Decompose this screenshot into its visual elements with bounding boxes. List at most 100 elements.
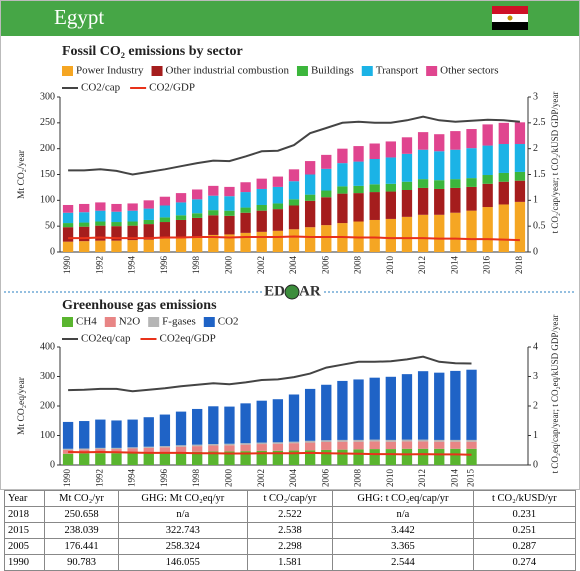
x-tick-label: 1998 [191,469,201,488]
flag-black [492,22,528,30]
bar-segment [256,400,267,443]
chart-title: Greenhouse gas emissions [62,298,217,313]
cell: 1990 [4,554,45,571]
table-row: 2015 238.039 322.743 2.538 3.442 0.251 [4,522,577,539]
bar-segment [450,131,461,150]
bar-segment [304,227,316,252]
bar-segment [192,189,203,200]
bar-segment [417,439,429,442]
bar-segment [482,207,493,252]
bar-segment [514,144,526,172]
cell: 2.522 [246,506,334,523]
bar-segment [111,211,122,223]
cell: 2018 [4,506,45,523]
bar-segment [434,441,445,449]
bar-segment [240,192,251,208]
bar-segment [95,210,106,222]
bar-segment [401,181,413,190]
bar-segment [256,210,267,232]
bar-segment [385,183,396,192]
bar-segment [417,448,429,465]
bar-segment [127,447,138,449]
bar-segment [175,193,187,203]
summary-table: Year Mt CO₂/yr GHG: Mt CO₂eq/yr t CO₂/cap/y… [4,490,577,571]
bar-segment [353,441,364,450]
bar-segment [466,186,477,211]
bar-segment [159,217,171,223]
cell: 0.231 [472,506,577,523]
bar-segment [369,449,380,465]
bar-segment [401,374,413,440]
bar-segment [434,134,445,152]
bar-segment [175,202,187,216]
bar-segment [208,444,219,446]
bar-segment [192,451,203,465]
table-header-row: Year Mt CO₂/yr GHG: Mt CO₂eq/yr t CO₂/cap/y… [4,490,577,507]
legend-label: CO2/GDP [149,82,195,94]
y2-tick-label: 2 [533,400,538,411]
bar-segment [369,184,380,193]
bar-segment [417,149,429,180]
charts: Egypt ED AR Fossil CO₂ emissions by sect… [0,0,580,490]
bar-segment [401,448,413,465]
legend-swatch [104,317,116,327]
bar-segment [498,204,509,252]
bar-segment [321,168,332,191]
bar-segment [111,420,122,448]
bar-segment [514,122,526,145]
bar-segment [208,406,219,445]
bar-segment [304,440,316,443]
bar-segment [417,179,429,188]
bar-segment [95,447,106,450]
cell: 0.251 [472,522,577,539]
cell: 3.365 [332,538,474,555]
bar-segment [321,197,332,226]
bar-segment [304,200,316,228]
bar-segment [240,451,251,465]
y2-tick-label: 1.5 [533,169,546,180]
bar-segment [337,186,348,194]
bar-segment [62,448,74,450]
bar-segment [337,193,348,224]
bar-segment [353,161,364,186]
bar-segment [288,205,300,230]
bar-segment [450,187,461,213]
bar-segment [369,159,380,185]
bar-segment [143,452,154,465]
bar-segment [304,388,316,441]
bar-segment [79,448,90,450]
bar-segment [127,203,138,211]
cell: 2015 [4,522,45,539]
bar-segment [369,192,380,220]
bar-segment [159,196,171,206]
header-cell: t CO₂/kUSD/yr [472,490,577,507]
bar-segment [224,445,235,452]
bar-segment [369,377,380,440]
bar-segment [466,439,477,442]
bar-segment [498,172,509,182]
bar-segment [401,441,413,449]
y-axis-title: Mt CO₂eq/year [17,376,27,435]
x-tick-label: 2006 [320,469,330,488]
bar-segment [385,441,396,450]
x-tick-label: 2015 [466,469,476,488]
legend-label: CO2 [218,316,239,328]
bar-segment [450,370,461,440]
bar-segment [337,449,348,465]
y2-tick-label: 3 [533,91,538,102]
bar-segment [417,132,429,150]
bar-segment [143,219,154,225]
bar-segment [321,440,332,442]
bar-segment [192,217,203,237]
bar-segment [175,445,187,447]
x-tick-label: 2014 [449,256,459,275]
bar-segment [62,421,74,449]
bar-segment [417,441,429,449]
y-tick-label: 100 [40,430,55,441]
cell: 2.298 [246,538,334,555]
bar-segment [111,449,122,454]
bar-segment [127,210,138,222]
bar-segment [240,182,251,193]
x-tick-label: 2002 [256,256,266,274]
